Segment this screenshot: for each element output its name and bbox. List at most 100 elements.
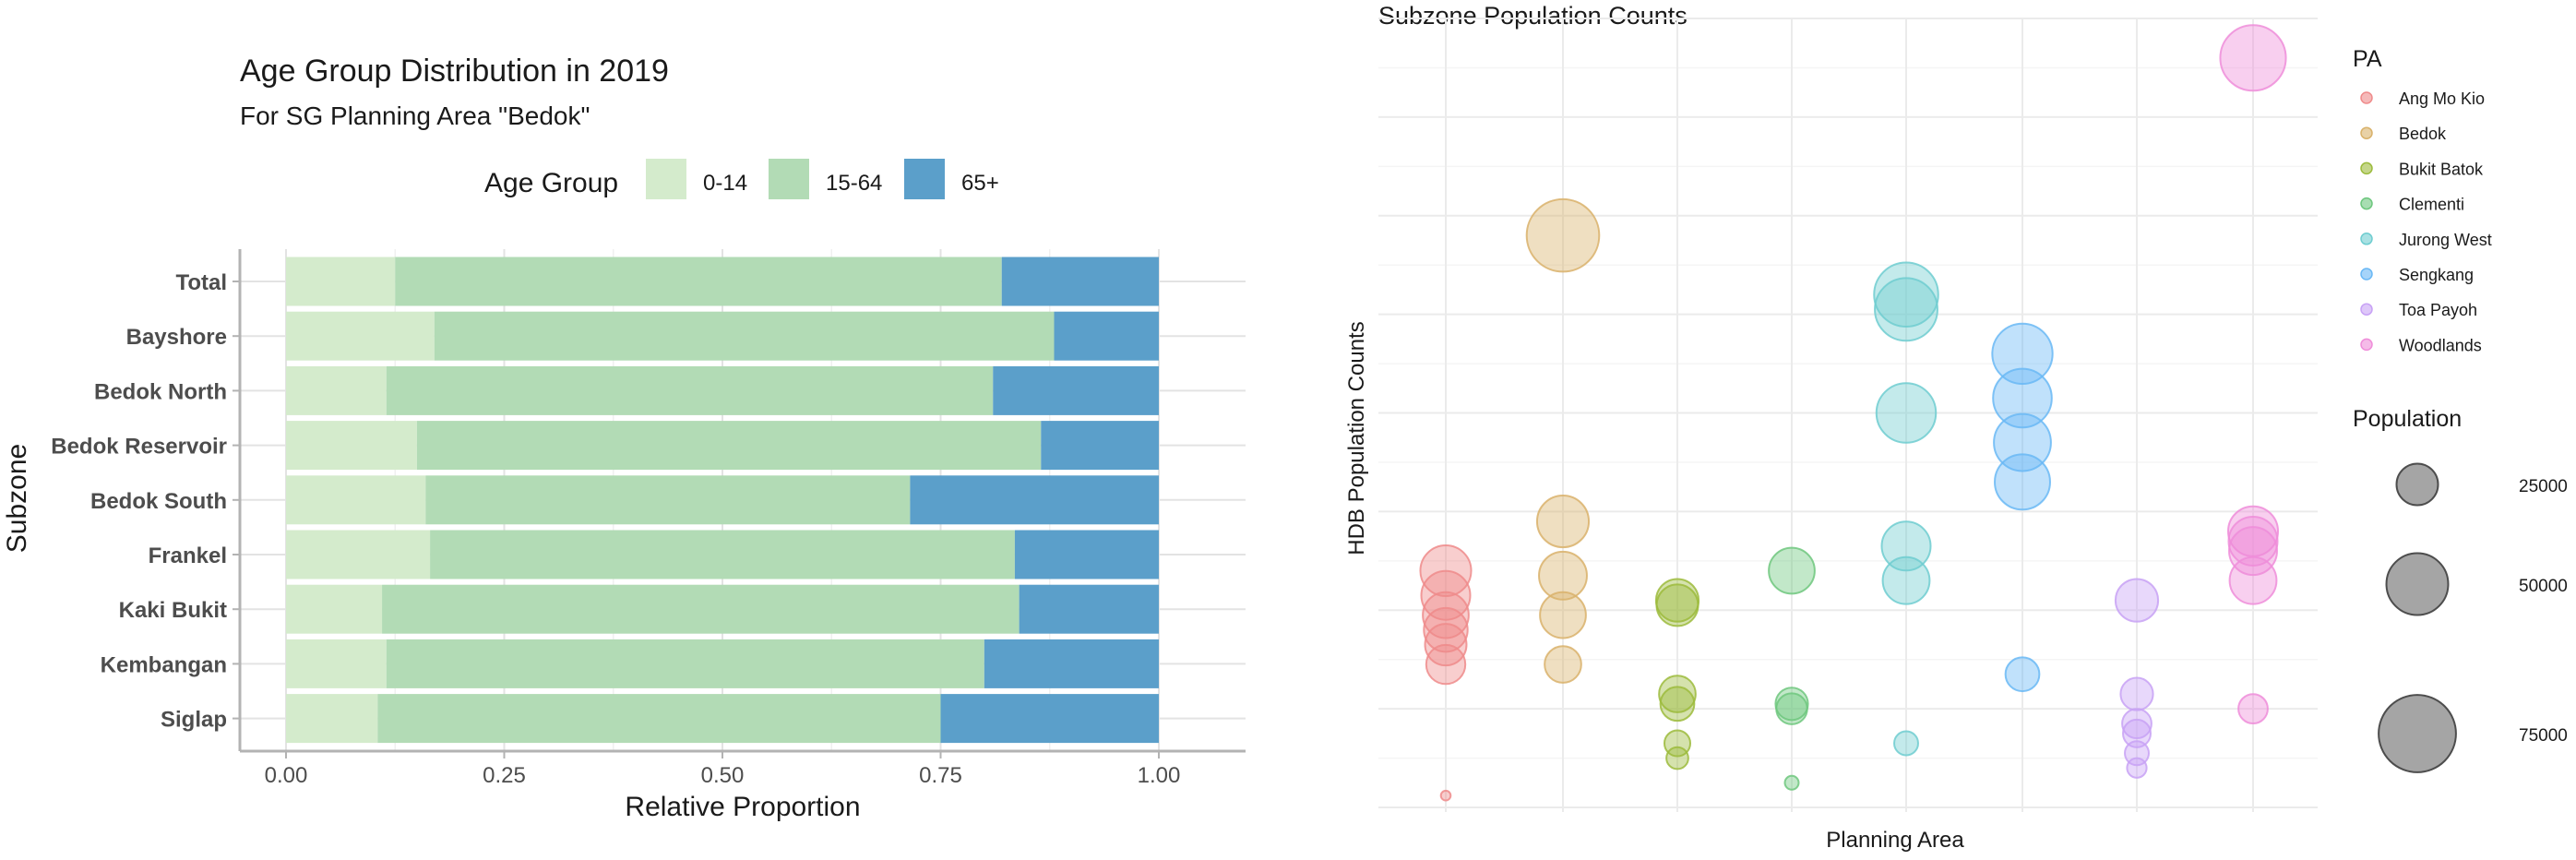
bar-x-tick-label: 1.00 [1138,763,1181,788]
bar-y-tick-label: Kembangan [101,652,227,677]
bar-segment [286,257,396,306]
bubble-point [1768,546,1816,595]
pa-legend-label: Bukit Batok [2399,160,2484,178]
pa-legend-key [2360,233,2373,245]
bubble-point [1881,555,1931,605]
bar-y-tick-label: Bedok North [94,379,227,404]
legend-label: 15-64 [826,171,882,196]
bar-y-tick-label: Bedok Reservoir [51,435,227,460]
legend-key-15-64 [769,159,809,199]
legend-label: 0-14 [703,171,747,196]
bar-segment [1054,311,1159,361]
bubble-point [1993,412,2052,472]
population-legend-label: 50000 [2519,577,2568,596]
pa-legend-label: Ang Mo Kio [2399,90,2485,108]
bar-segment [286,694,378,744]
bubble-point [2219,24,2287,92]
bubble-point [1439,789,1452,802]
bubble-point [1873,261,1939,328]
bar-marks [286,257,1159,744]
bubble-point [1775,692,1808,725]
bar-x-tick-label: 0.75 [919,763,962,788]
bubble-x-axis-title: Planning Area [1826,828,1964,853]
bar-segment [386,639,984,688]
age-group-bar-chart: Age Group Distribution in 2019 For SG Pl… [2,54,1246,822]
bar-segment [382,584,1020,634]
pa-legend-label: Jurong West [2399,231,2492,249]
population-legend-label: 25000 [2519,477,2568,496]
bar-segment [286,475,426,525]
bar-y-tick-label: Siglap [161,708,227,733]
bubble-point [2122,718,2152,748]
bubble-point [2237,693,2269,725]
bar-segment [1041,421,1159,471]
bubble-point [1874,277,1938,342]
bar-segment [984,639,1159,688]
bar-y-tick-label: Bayshore [126,325,227,350]
bubble-point [1994,453,2051,511]
bar-segment [286,530,431,579]
bar-segment [286,584,383,634]
pa-legend-key [2360,338,2373,352]
bar-segment [386,365,994,415]
bubble-point [1538,550,1588,601]
bar-x-tick-labels: 0.00 0.25 0.50 0.75 1.00 [265,751,1181,788]
bar-x-tick-label: 0.00 [265,763,308,788]
bubble-point [1423,606,1469,653]
bubble-point [2227,515,2279,567]
bar-y-tick-label: Total [175,270,227,295]
pa-legend-key [2360,126,2373,139]
bubble-point [2004,656,2041,693]
population-legend-key [2395,462,2439,507]
bar-segment [425,475,911,525]
age-group-legend: Age Group 0-14 15-64 65+ [484,159,999,199]
population-legend-key [2385,552,2450,616]
bubble-point [1525,197,1601,273]
bubble-point [1875,382,1938,444]
bubble-point [1539,591,1587,639]
bubble-point [2126,757,2148,779]
legend-title: Age Group [484,168,618,198]
pa-legend-label: Sengkang [2399,266,2474,284]
bubble-point [1665,746,1689,770]
bar-segment [286,311,435,361]
bubble-point [1658,675,1697,713]
bar-chart-title: Age Group Distribution in 2019 [240,54,669,89]
bar-y-tick-labels: Total Bayshore Bedok North Bedok Reservoir B… [51,270,240,733]
pa-legend-key [2360,303,2373,316]
bar-segment [940,694,1159,744]
bar-y-axis-title: Subzone [2,444,32,553]
population-legend: Population 25000 50000 75000 [2353,406,2568,773]
bar-segment [286,365,387,415]
bubble-point [1535,495,1591,549]
bar-segment [993,365,1159,415]
bar-y-tick-label: Kaki Bukit [119,598,227,623]
bar-segment [434,311,1055,361]
bar-x-tick-label: 0.25 [483,763,526,788]
pa-legend-title: PA [2353,46,2382,72]
bar-segment [416,421,1042,471]
bubble-point [2114,578,2160,623]
bubble-point [2121,708,2153,740]
pa-legend-label: Clementi [2399,196,2464,214]
population-legend-label: 75000 [2519,726,2568,746]
bubble-point [1654,578,1700,623]
subzone-bubble-chart: Subzone Population Counts Planning Area … [1344,2,2568,853]
bar-segment [286,421,417,471]
pa-legend-key [2360,197,2373,210]
bubble-point [1880,520,1932,572]
population-legend-title: Population [2353,406,2462,432]
pa-legend-key [2360,91,2373,104]
bubble-point [1655,583,1699,627]
pa-legend-key [2360,268,2373,281]
bar-y-tick-label: Frankel [149,543,227,568]
bubble-point [2228,526,2278,577]
bubble-y-axis-title: HDB Population Counts [1344,321,1369,555]
pa-legend-label: Toa Payoh [2399,301,2477,319]
pa-legend-label: Woodlands [2399,336,2482,354]
bubble-point [1420,569,1472,621]
bubble-point [1992,367,2053,429]
bar-segment [1019,584,1159,634]
bubble-gridlines [1378,18,2318,812]
